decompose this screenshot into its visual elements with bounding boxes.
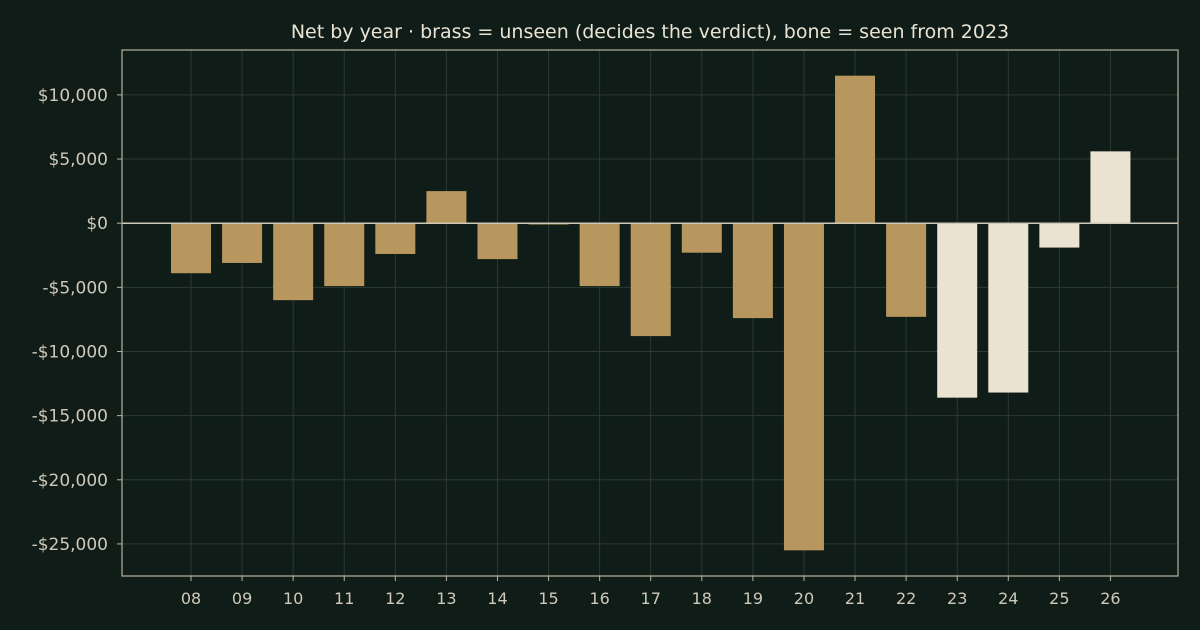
x-tick-label-10: 10 — [283, 589, 303, 608]
x-tick-label-25: 25 — [1049, 589, 1069, 608]
x-tick-label-19: 19 — [743, 589, 763, 608]
bar-14 — [477, 223, 518, 260]
bar-24 — [988, 223, 1029, 393]
x-tick-label-12: 12 — [385, 589, 405, 608]
bar-11 — [324, 223, 365, 287]
bar-22 — [886, 223, 927, 317]
bar-08 — [171, 223, 211, 274]
y-tick-label: -$10,000 — [32, 342, 108, 362]
bar-09 — [222, 223, 263, 263]
bar-16 — [579, 223, 620, 287]
y-tick-label: $0 — [86, 214, 108, 234]
bar-26 — [1090, 151, 1131, 224]
x-tick-label-08: 08 — [181, 589, 201, 608]
x-tick-label-17: 17 — [641, 589, 661, 608]
bar-12 — [375, 223, 416, 254]
x-tick-label-20: 20 — [794, 589, 814, 608]
bar-10 — [273, 223, 314, 301]
y-tick-label: -$20,000 — [32, 471, 108, 491]
bar-13 — [426, 191, 467, 224]
x-tick-label-24: 24 — [998, 589, 1018, 608]
bar-21 — [835, 75, 876, 224]
bar-20 — [783, 223, 824, 551]
y-tick-label: -$25,000 — [32, 535, 108, 555]
bar-17 — [630, 223, 671, 337]
bar-23 — [937, 223, 978, 398]
x-tick-label-09: 09 — [232, 589, 252, 608]
chart-title: Net by year · brass = unseen (decides th… — [291, 21, 1009, 43]
y-tick-label: $10,000 — [38, 86, 108, 106]
x-tick-label-23: 23 — [947, 589, 967, 608]
y-tick-label: -$5,000 — [42, 278, 108, 298]
bar-25 — [1039, 223, 1080, 248]
plot-frame — [121, 49, 1179, 577]
y-tick-label: -$15,000 — [32, 407, 108, 427]
x-tick-label-18: 18 — [692, 589, 712, 608]
x-tick-label-15: 15 — [538, 589, 558, 608]
bar-18 — [681, 223, 722, 253]
x-tick-label-22: 22 — [896, 589, 916, 608]
axis-layer: $10,000 $5,000 $0 -$5,000 -$10,000 -$15,000 -$… — [32, 49, 1179, 608]
x-tick-label-26: 26 — [1100, 589, 1120, 608]
bars-layer — [171, 75, 1131, 551]
x-tick-label-14: 14 — [487, 589, 507, 608]
x-tick-label-16: 16 — [589, 589, 609, 608]
y-tick-label: $5,000 — [49, 150, 108, 170]
x-tick-label-13: 13 — [436, 589, 456, 608]
x-tick-label-21: 21 — [845, 589, 865, 608]
bar-19 — [732, 223, 773, 319]
x-tick-label-11: 11 — [334, 589, 354, 608]
